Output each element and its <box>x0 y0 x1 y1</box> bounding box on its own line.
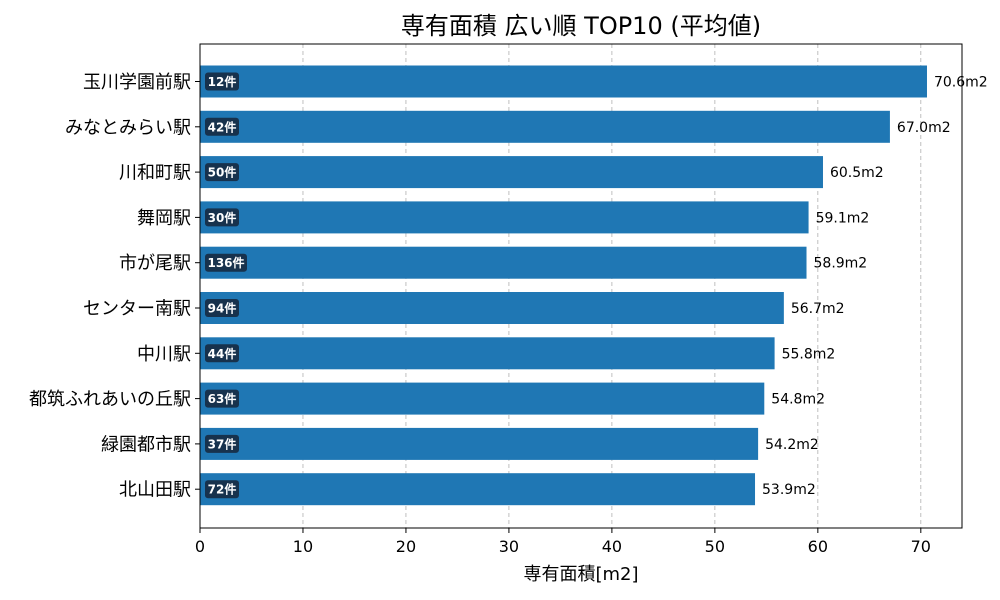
category-label: 川和町駅 <box>119 163 191 184</box>
count-badge <box>205 117 239 136</box>
value-label: 70.6m2 <box>934 75 988 91</box>
bar <box>200 110 890 143</box>
bar <box>200 473 756 506</box>
bar <box>200 337 775 370</box>
bar <box>200 201 809 234</box>
count-label: 50件 <box>208 165 237 180</box>
category-label: 玉川学園前駅 <box>83 72 191 93</box>
bar <box>200 427 759 460</box>
count-label: 136件 <box>207 255 244 270</box>
plot-frame <box>199 43 963 529</box>
x-tick-label: 50 <box>705 537 725 556</box>
count-label: 30件 <box>208 210 237 225</box>
x-axis-ticks: 0 10 20 30 40 50 60 70 <box>195 528 931 556</box>
value-label: 60.5m2 <box>830 165 884 181</box>
count-badge <box>205 299 239 317</box>
x-tick-label: 10 <box>293 537 313 556</box>
x-tick-label: 30 <box>499 537 519 556</box>
count-badge <box>205 163 239 182</box>
count-label: 63件 <box>208 391 237 406</box>
count-badge <box>205 253 247 272</box>
category-label: 北山田駅 <box>119 480 191 501</box>
count-badge <box>205 208 239 227</box>
count-badge <box>205 72 239 91</box>
category-label: 緑園都市駅 <box>101 434 191 455</box>
category-label: 中川駅 <box>137 344 191 365</box>
category-label: みなとみらい駅 <box>65 117 191 138</box>
x-axis-label: 専有面積[m2] <box>523 564 638 585</box>
value-label: 54.8m2 <box>771 392 825 408</box>
category-label: センター南駅 <box>83 299 191 320</box>
x-tick-label: 60 <box>808 537 828 556</box>
bar <box>200 246 807 279</box>
value-label: 58.9m2 <box>814 256 868 272</box>
count-label: 44件 <box>208 346 237 361</box>
count-label: 94件 <box>208 301 237 316</box>
bar <box>200 156 823 189</box>
chart-title: 専有面積 広い順 TOP10 (平均値) <box>401 12 761 40</box>
count-badge <box>205 344 239 363</box>
value-label: 59.1m2 <box>816 210 870 226</box>
x-tick-label: 0 <box>195 537 205 556</box>
value-label: 55.8m2 <box>782 346 836 362</box>
bars: 70.6m2 12件 67.0m2 42件 60.5m2 50件 59.1m2 30件 58.9… <box>200 65 988 506</box>
count-label: 12件 <box>208 74 237 89</box>
category-labels: 玉川学園前駅みなとみらい駅川和町駅舞岡駅市が尾駅センター南駅中川駅都筑ふれあいの… <box>29 72 200 501</box>
bar <box>200 382 765 415</box>
category-label: 都筑ふれあいの丘駅 <box>29 389 191 410</box>
category-label: 舞岡駅 <box>137 208 191 229</box>
x-tick-label: 20 <box>396 537 416 556</box>
value-label: 67.0m2 <box>897 120 951 136</box>
value-label: 54.2m2 <box>765 437 819 453</box>
count-label: 72件 <box>208 482 237 497</box>
count-badge <box>205 480 239 499</box>
count-badge <box>205 434 239 453</box>
bar <box>200 292 784 324</box>
bar <box>200 65 927 98</box>
x-tick-label: 70 <box>911 537 931 556</box>
count-label: 37件 <box>208 436 237 451</box>
category-label: 市が尾駅 <box>119 253 191 274</box>
value-label: 56.7m2 <box>791 301 845 317</box>
count-badge <box>205 389 239 408</box>
value-label: 53.9m2 <box>762 482 816 498</box>
count-label: 42件 <box>208 119 237 134</box>
x-tick-label: 40 <box>602 537 622 556</box>
